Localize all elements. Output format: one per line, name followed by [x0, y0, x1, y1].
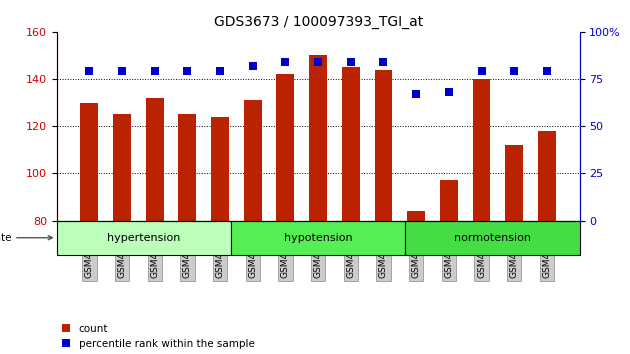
Bar — [472, 79, 491, 221]
Point — [346, 59, 356, 65]
Bar — [440, 181, 458, 221]
Point — [379, 59, 389, 65]
Bar — [277, 74, 294, 221]
Point — [476, 69, 486, 74]
Bar — [407, 211, 425, 221]
Title: GDS3673 / 100097393_TGI_at: GDS3673 / 100097393_TGI_at — [214, 16, 423, 29]
Bar — [538, 131, 556, 221]
Bar — [244, 100, 262, 221]
Point — [150, 69, 160, 74]
FancyBboxPatch shape — [405, 221, 580, 255]
Bar — [309, 56, 327, 221]
Point — [411, 91, 421, 97]
Point — [117, 69, 127, 74]
Point — [542, 69, 552, 74]
Bar — [211, 117, 229, 221]
Bar — [81, 103, 98, 221]
Point — [280, 59, 290, 65]
Bar — [113, 114, 131, 221]
Bar — [146, 98, 164, 221]
Point — [313, 59, 323, 65]
Bar — [178, 114, 197, 221]
Point — [215, 69, 225, 74]
FancyBboxPatch shape — [57, 221, 231, 255]
Text: normotension: normotension — [454, 233, 531, 243]
Text: hypotension: hypotension — [284, 233, 352, 243]
Text: disease state: disease state — [0, 233, 52, 243]
Point — [183, 69, 193, 74]
FancyBboxPatch shape — [231, 221, 405, 255]
Point — [509, 69, 519, 74]
Point — [248, 63, 258, 69]
Bar — [505, 145, 523, 221]
Bar — [374, 70, 392, 221]
Point — [444, 90, 454, 95]
Bar — [342, 67, 360, 221]
Legend: count, percentile rank within the sample: count, percentile rank within the sample — [62, 324, 255, 349]
Point — [84, 69, 94, 74]
Text: hypertension: hypertension — [107, 233, 181, 243]
